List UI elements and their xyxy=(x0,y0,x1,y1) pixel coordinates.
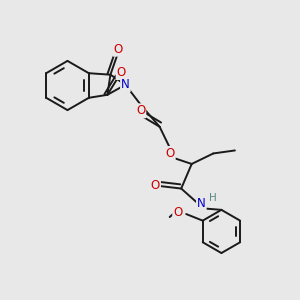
Text: O: O xyxy=(136,104,145,117)
Text: O: O xyxy=(113,43,122,56)
Text: N: N xyxy=(197,197,206,210)
Text: N: N xyxy=(121,78,130,91)
Text: H: H xyxy=(208,194,216,203)
Text: O: O xyxy=(166,147,175,160)
Text: O: O xyxy=(173,206,182,219)
Text: O: O xyxy=(117,66,126,79)
Text: O: O xyxy=(151,179,160,192)
